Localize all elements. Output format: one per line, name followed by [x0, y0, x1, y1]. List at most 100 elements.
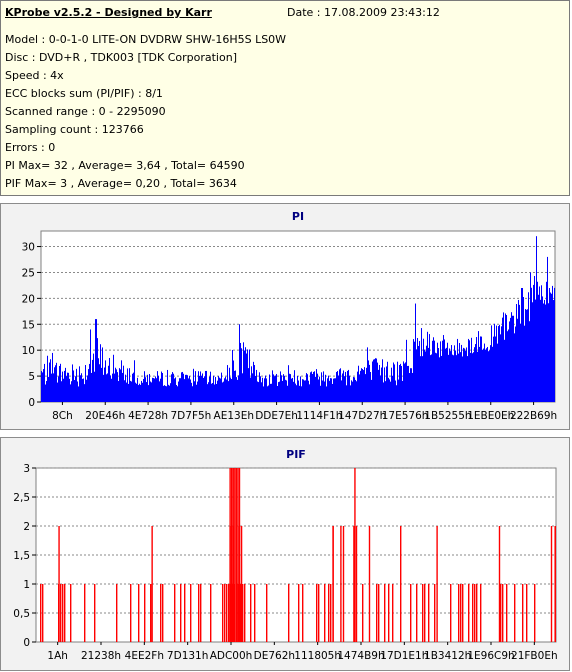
pi-bar: [454, 345, 455, 402]
pi-bar: [287, 385, 288, 402]
pi-bar: [64, 370, 65, 402]
pi-bar: [111, 378, 112, 402]
x-tick-label: 1B5255h: [424, 410, 471, 422]
pi-bar: [98, 358, 99, 402]
pi-bar: [439, 357, 440, 402]
pi-bar: [446, 347, 447, 402]
pi-bar: [452, 354, 453, 402]
pi-bar: [176, 384, 177, 402]
pi-bar: [299, 385, 300, 402]
pif-bar: [234, 468, 236, 642]
pi-bar: [276, 373, 277, 402]
pif-bar: [222, 584, 224, 642]
pi-bar: [271, 383, 272, 402]
pi-bar: [206, 370, 207, 402]
pi-bar: [549, 288, 550, 402]
pif-series: [40, 468, 556, 642]
pif-bar: [362, 584, 364, 642]
x-tick-label: 1Ah: [47, 650, 68, 662]
pi-bar: [154, 378, 155, 402]
pi-bar: [423, 338, 424, 402]
pi-bar: [257, 381, 258, 402]
pif-bar: [316, 584, 318, 642]
pi-bar: [208, 382, 209, 402]
pi-bar: [525, 309, 526, 402]
pi-bar: [519, 304, 520, 402]
pi-bar: [290, 374, 291, 402]
pi-bar: [91, 372, 92, 402]
pi-bar: [520, 323, 521, 402]
pi-bar: [267, 386, 268, 402]
pi-bar: [329, 380, 330, 402]
pi-bar: [540, 299, 541, 402]
pi-bar: [292, 377, 293, 402]
pi-bar: [175, 377, 176, 402]
pi-bar: [541, 285, 542, 402]
pif-bar: [160, 584, 162, 642]
pif-bar: [328, 584, 330, 642]
pi-bar: [460, 352, 461, 402]
pi-bar: [249, 349, 250, 402]
pi-bar: [441, 355, 442, 402]
pi-bar: [511, 312, 512, 402]
x-tick-label: ADC00h: [210, 650, 253, 662]
pi-bar: [515, 326, 516, 402]
pif-bar: [298, 584, 300, 642]
pi-bar: [107, 373, 108, 402]
x-tick-label: 1E96C9h: [467, 650, 514, 662]
pi-bar: [386, 366, 387, 402]
pi-bar: [73, 370, 74, 402]
pif-bar: [458, 584, 460, 642]
pi-bar: [155, 376, 156, 402]
pi-bar: [233, 360, 234, 402]
pi-bar: [313, 371, 314, 402]
pi-bar: [378, 369, 379, 402]
pi-bar: [463, 347, 464, 402]
pi-bar: [485, 349, 486, 402]
pi-bar: [116, 369, 117, 402]
pi-bar: [94, 371, 95, 402]
scan-date: Date : 17.08.2009 23:43:12: [287, 6, 440, 19]
pi-bar: [214, 384, 215, 402]
pi-bar: [220, 378, 221, 402]
pi-bar: [405, 362, 406, 402]
pi-bar: [351, 380, 352, 402]
pif-bar: [42, 584, 44, 642]
pi-bar: [376, 358, 377, 402]
pif-bar: [522, 584, 524, 642]
pi-bar: [551, 293, 552, 402]
pi-bar: [285, 379, 286, 402]
x-tick-label: 20E46h: [85, 410, 125, 422]
pif-bar: [526, 584, 528, 642]
pi-bar: [181, 372, 182, 402]
pi-bar: [337, 371, 338, 402]
pi-bar: [207, 384, 208, 402]
pi-bar: [417, 337, 418, 402]
pi-bar: [223, 381, 224, 402]
pi-chart: PI 0 5 10 15 20 25 30 8Ch 20E46h 4E728h 7D7F5h AE13E…: [22, 210, 558, 422]
pi-bar: [295, 383, 296, 402]
x-tick-label: 1474B9h: [337, 650, 384, 662]
pi-bar: [340, 368, 341, 402]
pi-bar: [422, 356, 423, 402]
pi-bar: [150, 381, 151, 402]
pi-bar: [297, 375, 298, 402]
pi-bar: [318, 379, 319, 402]
pi-bar: [50, 359, 51, 402]
pif-bar: [254, 584, 256, 642]
y-tick-label: 1,5: [13, 550, 30, 562]
pif-bar: [378, 584, 380, 642]
pi-bar: [514, 333, 515, 402]
pif-bar: [240, 584, 242, 642]
pi-bar: [139, 383, 140, 402]
pi-bar: [334, 378, 335, 402]
pi-bar: [530, 272, 531, 402]
pi-bar: [300, 376, 301, 402]
pi-bar: [173, 373, 174, 402]
pif-bar: [354, 468, 356, 642]
pi-bar: [171, 374, 172, 402]
pi-bar: [291, 378, 292, 402]
disc-info-panel: KProbe v2.5.2 - Designed by Karr Date : …: [0, 0, 570, 196]
y-tick-label: 20: [22, 293, 35, 305]
pi-bar: [124, 380, 125, 402]
